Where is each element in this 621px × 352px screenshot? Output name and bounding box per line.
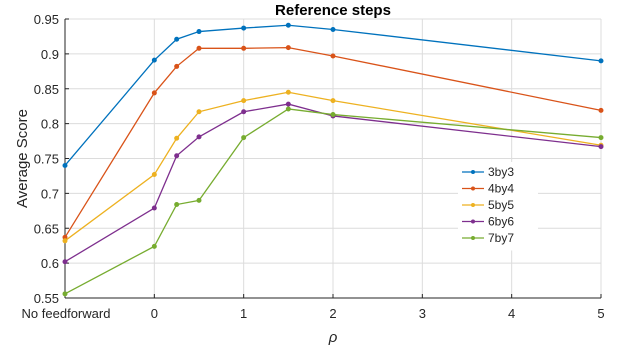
data-point-5by5 (330, 98, 336, 104)
data-point-6by6 (196, 134, 202, 140)
data-point-4by4 (196, 45, 202, 51)
legend-box (458, 162, 538, 251)
y-tick-label: 0.95 (34, 12, 59, 27)
data-point-6by6 (241, 109, 247, 115)
series-line-7by7 (64, 108, 602, 295)
data-point-7by7 (330, 112, 336, 118)
x-tick-label: 1 (240, 306, 247, 321)
legend-label-6by6: 6by6 (488, 215, 514, 229)
y-tick-label: 0.7 (41, 186, 59, 201)
legend: 3by3 4by4 5by5 6by6 7by7 (458, 162, 538, 251)
tick-labels: No feedforward 0 1 2 3 4 5 0.55 0.6 0.65 0.7 0.75 0.… (22, 12, 605, 321)
legend-label-4by4: 4by4 (488, 182, 514, 196)
y-tick-label: 0.65 (34, 221, 59, 236)
x-tick-label: 2 (329, 306, 336, 321)
x-tick-label: 5 (597, 306, 604, 321)
data-point-6by6 (285, 101, 291, 107)
data-point-6by6 (174, 153, 180, 159)
data-point-5by5 (151, 172, 157, 178)
y-tick-label: 0.75 (34, 152, 59, 167)
data-point-5by5 (174, 135, 180, 141)
series-line-4by4 (64, 46, 602, 238)
y-axis-label: Average Score (14, 109, 31, 208)
data-point-7by7 (62, 291, 68, 297)
data-point-3by3 (174, 36, 180, 42)
data-point-5by5 (196, 109, 202, 115)
y-tick-label: 0.9 (41, 47, 59, 62)
data-point-3by3 (151, 57, 157, 63)
data-point-3by3 (330, 26, 336, 32)
legend-marker-4by4 (471, 186, 475, 191)
data-point-3by3 (285, 22, 291, 28)
data-point-4by4 (151, 90, 157, 96)
grid (64, 18, 602, 299)
data-point-7by7 (285, 106, 291, 112)
legend-label-5by5: 5by5 (488, 198, 514, 212)
data-point-7by7 (196, 197, 202, 203)
data-point-7by7 (151, 243, 157, 249)
series-lines (62, 22, 604, 297)
data-point-6by6 (151, 205, 157, 211)
data-point-3by3 (598, 58, 604, 64)
data-point-4by4 (174, 63, 180, 69)
data-point-5by5 (241, 98, 247, 104)
y-tick-label: 0.55 (34, 291, 59, 306)
data-point-6by6 (598, 144, 604, 150)
data-point-7by7 (598, 135, 604, 141)
legend-marker-5by5 (471, 203, 475, 207)
data-point-4by4 (241, 45, 247, 51)
legend-marker-6by6 (471, 219, 475, 224)
data-point-4by4 (285, 45, 291, 51)
x-tick-label: 0 (151, 306, 158, 321)
data-point-5by5 (62, 238, 68, 244)
axes (64, 18, 602, 299)
legend-marker-3by3 (471, 170, 475, 174)
legend-marker-7by7 (471, 236, 475, 240)
x-tick-label: 4 (508, 306, 515, 321)
y-tick-label: 0.6 (41, 256, 59, 271)
data-point-7by7 (174, 202, 180, 208)
data-point-4by4 (330, 53, 336, 59)
legend-label-7by7: 7by7 (488, 231, 514, 245)
data-point-4by4 (598, 107, 604, 113)
series-line-3by3 (64, 24, 602, 166)
series-line-5by5 (64, 91, 602, 242)
data-point-3by3 (196, 29, 202, 35)
data-point-7by7 (241, 135, 247, 141)
chart-title: Reference steps (275, 2, 391, 19)
x-tick-label: No feedforward (22, 306, 111, 321)
data-point-5by5 (285, 89, 291, 95)
x-tick-label: 3 (419, 306, 426, 321)
legend-label-3by3: 3by3 (488, 165, 514, 179)
x-axis-label: ρ (328, 329, 338, 346)
data-point-3by3 (62, 162, 68, 168)
y-tick-label: 0.85 (34, 82, 59, 97)
data-point-6by6 (62, 259, 68, 265)
y-tick-label: 0.8 (41, 117, 59, 132)
data-point-3by3 (241, 25, 247, 31)
